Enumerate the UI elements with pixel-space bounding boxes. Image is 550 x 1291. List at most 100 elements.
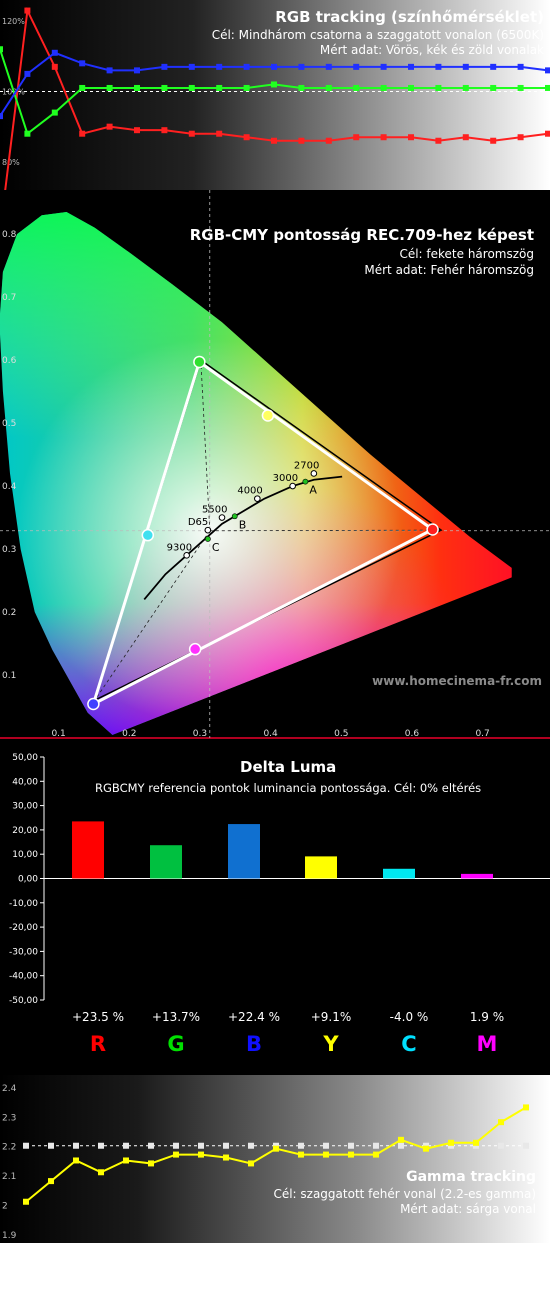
rgb-tracking-chart: 120%100%80% <box>0 0 550 190</box>
data-point <box>188 63 195 70</box>
planck-label: 5500 <box>202 505 227 516</box>
y-tick-label: 120% <box>2 17 25 26</box>
data-point <box>79 84 86 91</box>
bar <box>72 821 104 879</box>
y-tick-label: 0.1 <box>2 671 16 681</box>
data-point <box>517 134 524 141</box>
data-point <box>380 84 387 91</box>
data-point <box>517 84 524 91</box>
y-tick-label: 2 <box>2 1202 8 1212</box>
planck-point <box>310 470 318 477</box>
y-tick-label: 30,00 <box>12 802 38 812</box>
primary-point <box>193 355 206 369</box>
data-point <box>79 130 86 137</box>
data-point <box>462 63 469 70</box>
illuminant-point <box>302 478 309 485</box>
planck-label: 3000 <box>273 473 298 484</box>
bar-value-label: +22.4 % <box>228 1010 280 1024</box>
data-point <box>373 1151 379 1158</box>
data-point <box>98 1169 104 1176</box>
data-point <box>216 84 223 91</box>
data-point <box>216 63 223 70</box>
target-point <box>73 1142 79 1149</box>
x-tick-label: 0.6 <box>405 729 420 739</box>
data-point <box>298 84 305 91</box>
primary-point <box>426 523 439 536</box>
data-point <box>198 1151 204 1158</box>
data-point <box>298 137 305 144</box>
data-point <box>51 63 58 70</box>
data-point <box>498 1119 504 1126</box>
data-point <box>517 63 524 70</box>
category-label: Y <box>322 1032 339 1056</box>
data-point <box>106 123 113 130</box>
data-point <box>134 67 140 74</box>
y-tick-label: 0.2 <box>2 608 16 618</box>
target-point <box>323 1142 329 1149</box>
bar-value-label: +13.7% <box>152 1010 200 1024</box>
data-point <box>248 1160 254 1167</box>
data-point <box>473 1139 479 1146</box>
data-point <box>348 1151 354 1158</box>
data-point <box>48 1178 54 1185</box>
target-guide-line <box>200 360 211 531</box>
data-point <box>523 1104 529 1111</box>
data-point <box>188 84 195 91</box>
data-point <box>490 84 497 91</box>
data-point <box>325 137 332 144</box>
secondary-point <box>141 528 155 542</box>
illuminant-label: A <box>309 484 317 497</box>
y-tick-label: 0,00 <box>18 875 38 885</box>
target-point <box>348 1142 354 1149</box>
data-point <box>353 134 360 141</box>
category-label: B <box>246 1032 262 1056</box>
illuminant-label: C <box>212 541 220 554</box>
data-point <box>271 81 277 88</box>
target-point <box>298 1142 304 1149</box>
delta-luma-title: Delta Luma <box>240 758 337 776</box>
y-tick-label: 80% <box>2 158 20 167</box>
target-guide-line <box>209 529 442 532</box>
data-point <box>106 84 113 91</box>
planck-point <box>183 552 190 559</box>
secondary-point <box>261 409 275 422</box>
data-point <box>325 84 332 91</box>
data-point <box>353 84 360 91</box>
data-point <box>380 134 387 141</box>
y-tick-label: -20,00 <box>9 923 38 933</box>
x-tick-label: 0.4 <box>263 729 278 739</box>
data-point <box>51 49 58 56</box>
data-point <box>79 60 86 67</box>
cie-legend-text: Mért adat: Fehér háromszög <box>364 263 534 277</box>
target-guide-line <box>94 530 211 701</box>
data-point <box>271 137 277 144</box>
data-point <box>545 67 550 74</box>
y-tick-label: 20,00 <box>12 826 38 836</box>
bar <box>228 824 260 879</box>
target-point <box>123 1142 129 1149</box>
bar-value-label: -4.0 % <box>390 1010 429 1024</box>
target-point <box>223 1142 229 1149</box>
planck-label: 9300 <box>167 542 192 553</box>
target-point <box>523 1142 529 1149</box>
data-point <box>325 63 332 70</box>
data-point <box>188 130 195 137</box>
y-tick-label: -40,00 <box>9 972 38 982</box>
secondary-point <box>188 642 202 656</box>
target-point <box>398 1142 404 1149</box>
target-point <box>373 1142 379 1149</box>
delta-luma-chart: 50,00 40,00 30,00 20,00 10,00 0,00 -10,00 -20,0… <box>9 753 550 1056</box>
data-point <box>0 113 3 120</box>
category-label: G <box>167 1032 184 1056</box>
data-point <box>448 1139 454 1146</box>
target-point <box>148 1142 154 1149</box>
data-point <box>408 134 414 141</box>
data-point <box>323 1151 329 1158</box>
y-tick-label: 1.9 <box>2 1231 17 1241</box>
x-tick-label: 0.7 <box>475 729 489 739</box>
data-point <box>106 67 113 74</box>
y-tick-label: 10,00 <box>12 850 38 860</box>
y-tick-label: 0.4 <box>2 482 17 492</box>
data-point <box>243 63 250 70</box>
y-tick-label: 0.5 <box>2 419 16 429</box>
